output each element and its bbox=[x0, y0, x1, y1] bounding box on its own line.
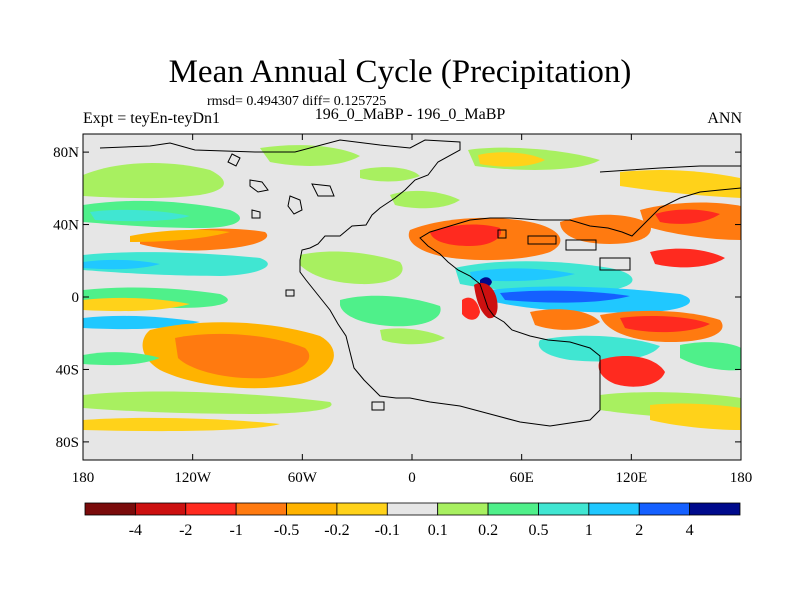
colorbar-label: -4 bbox=[129, 522, 142, 539]
x-tick-label: 180 bbox=[72, 470, 95, 486]
season-label: ANN bbox=[707, 110, 742, 127]
coastlines bbox=[99, 139, 741, 427]
precip-anomaly-fields bbox=[83, 145, 741, 460]
colorbar-box bbox=[336, 502, 388, 516]
island-outline bbox=[497, 229, 507, 239]
island-outline bbox=[311, 183, 335, 197]
x-tick-label: 0 bbox=[408, 470, 416, 486]
stats-label: rmsd= 0.494307 diff= 0.125725 bbox=[207, 94, 387, 109]
colorbar-label: 0.1 bbox=[428, 522, 448, 539]
island-outline bbox=[285, 289, 295, 297]
x-tick-label: 60W bbox=[288, 470, 318, 486]
field-orange bbox=[560, 214, 651, 244]
colorbar-boxes bbox=[84, 502, 741, 516]
y-tick-label: 0 bbox=[72, 290, 80, 306]
field-red bbox=[430, 224, 501, 246]
field-green bbox=[380, 328, 445, 345]
colorbar-label: 1 bbox=[585, 522, 593, 539]
colorbar-label: 2 bbox=[635, 522, 643, 539]
field-red bbox=[620, 316, 710, 333]
island-outline bbox=[565, 239, 597, 251]
colorbar-box bbox=[437, 502, 489, 516]
field-green bbox=[390, 190, 460, 209]
field-green bbox=[300, 251, 403, 285]
colorbar-label: 0.5 bbox=[528, 522, 548, 539]
field-teal bbox=[680, 342, 741, 371]
field-red bbox=[462, 297, 480, 320]
x-tick-label: 180 bbox=[730, 470, 753, 486]
colorbar-label: -1 bbox=[229, 522, 242, 539]
experiment-label: Expt = teyEn-teyDn1 bbox=[83, 110, 220, 127]
field-red bbox=[650, 248, 725, 268]
field-amber bbox=[130, 229, 230, 242]
field-red bbox=[598, 356, 665, 387]
field-orange bbox=[530, 309, 600, 330]
island-outline bbox=[371, 401, 385, 411]
colorbar-box bbox=[134, 502, 187, 516]
field-orange bbox=[175, 333, 310, 379]
field-yellow bbox=[478, 152, 545, 167]
colorbar-label: -0.5 bbox=[274, 522, 299, 539]
x-tick-label: 120E bbox=[615, 470, 647, 486]
y-tick-label: 80N bbox=[53, 145, 79, 161]
island-outline bbox=[287, 195, 303, 215]
island-outline bbox=[599, 257, 631, 271]
field-blue bbox=[83, 315, 200, 330]
island-outline bbox=[249, 179, 269, 193]
field-green bbox=[83, 163, 224, 199]
colorbar-box bbox=[538, 502, 590, 516]
field-green bbox=[260, 145, 360, 166]
colorbar-box bbox=[386, 502, 439, 516]
pangea-coastline bbox=[99, 139, 741, 427]
field-yellow bbox=[83, 297, 190, 312]
x-axis: 180 120W 60W 0 60E 120E 180 bbox=[72, 134, 753, 486]
x-tick-label: 60E bbox=[510, 470, 534, 486]
colorbar-box bbox=[286, 502, 338, 516]
colorbar-box bbox=[84, 502, 136, 516]
colorbar-box bbox=[588, 502, 640, 516]
field-blue bbox=[470, 268, 575, 282]
field-yellow bbox=[650, 403, 741, 430]
field-green bbox=[83, 391, 332, 414]
field-yellow bbox=[83, 417, 280, 432]
colorbar-box bbox=[487, 502, 539, 516]
colorbar-box bbox=[235, 502, 287, 516]
colorbar-label: -0.1 bbox=[375, 522, 400, 539]
field-teal bbox=[83, 352, 160, 366]
field-green bbox=[360, 167, 420, 182]
field-gray bbox=[83, 436, 741, 460]
field-cyan bbox=[83, 252, 268, 276]
arctic-coastline bbox=[599, 165, 741, 173]
field-blue bbox=[83, 259, 160, 270]
colorbar-box bbox=[638, 502, 691, 516]
plot-title: Mean Annual Cycle (Precipitation) bbox=[168, 54, 632, 90]
y-axis: 80N 40N 0 40S 80S bbox=[53, 145, 741, 451]
x-tick-label: 120W bbox=[174, 470, 212, 486]
colorbar-labels: -4 -2 -1 -0.5 -0.2 -0.1 0.1 0.2 0.5 1 2 4 bbox=[129, 522, 694, 539]
island-outline bbox=[527, 235, 557, 245]
island-outline bbox=[227, 153, 241, 167]
field-red bbox=[655, 209, 720, 224]
y-tick-label: 40S bbox=[56, 362, 79, 378]
island-outline bbox=[251, 209, 261, 219]
field-cyan bbox=[90, 209, 190, 222]
colorbar-box bbox=[689, 502, 741, 516]
y-tick-label: 40N bbox=[53, 218, 79, 234]
colorbar-box bbox=[185, 502, 237, 516]
colorbar-label: -0.2 bbox=[324, 522, 349, 539]
comparison-label: 196_0_MaBP - 196_0_MaBP bbox=[314, 106, 506, 123]
field-deep-blue bbox=[500, 290, 630, 303]
colorbar-label: -2 bbox=[179, 522, 192, 539]
colorbar-label: 0.2 bbox=[478, 522, 498, 539]
colorbar-label: 4 bbox=[686, 522, 694, 539]
field-teal bbox=[340, 295, 441, 327]
y-tick-label: 80S bbox=[56, 435, 79, 451]
